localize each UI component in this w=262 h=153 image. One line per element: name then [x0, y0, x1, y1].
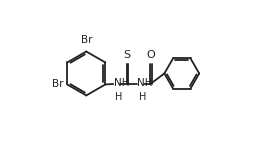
Text: Br: Br	[80, 35, 92, 45]
Text: S: S	[124, 50, 131, 60]
Text: H: H	[115, 92, 122, 102]
Text: H: H	[139, 92, 146, 102]
Text: NH: NH	[114, 78, 129, 88]
Text: NH: NH	[138, 78, 153, 88]
Text: Br: Br	[52, 79, 63, 89]
Text: O: O	[147, 50, 155, 60]
